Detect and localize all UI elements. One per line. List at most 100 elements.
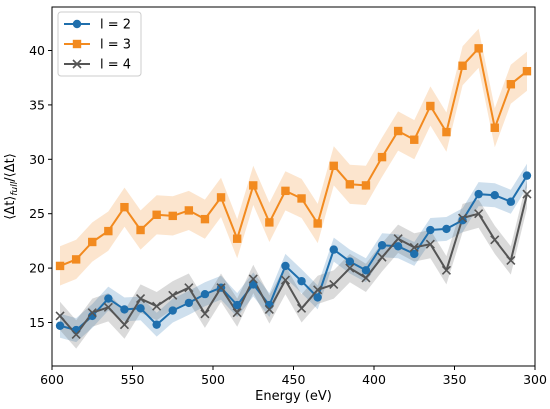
data-point xyxy=(265,218,274,227)
y-axis-label-sub: full xyxy=(10,181,20,195)
data-point xyxy=(216,283,226,293)
data-point xyxy=(490,235,500,245)
data-point xyxy=(120,305,129,314)
data-point xyxy=(232,234,242,243)
data-point xyxy=(506,80,516,89)
data-point xyxy=(184,283,194,293)
data-point xyxy=(104,226,113,236)
data-point xyxy=(522,189,532,199)
data-point xyxy=(55,311,65,321)
x-tick-label: 400 xyxy=(362,372,386,387)
data-point xyxy=(152,301,162,311)
data-point xyxy=(232,300,242,310)
data-point xyxy=(410,249,419,259)
data-point xyxy=(168,306,177,315)
data-point xyxy=(103,302,113,312)
series-markers-1 xyxy=(55,171,532,335)
data-point xyxy=(88,237,97,247)
data-point xyxy=(265,300,274,310)
series-markers xyxy=(55,44,532,340)
data-point xyxy=(441,265,452,275)
data-point xyxy=(457,213,468,223)
data-point xyxy=(249,181,258,190)
data-point xyxy=(249,280,258,289)
data-point xyxy=(152,210,161,219)
legend-item: l = 4 xyxy=(64,58,131,73)
data-point xyxy=(136,304,145,313)
data-point xyxy=(361,273,371,283)
data-point xyxy=(458,61,467,70)
data-point xyxy=(377,252,387,262)
y-tick-label: 25 xyxy=(29,206,45,221)
legend-label: l = 4 xyxy=(100,58,131,73)
data-point xyxy=(393,242,403,251)
data-point xyxy=(490,191,499,200)
data-point xyxy=(71,325,81,335)
data-point xyxy=(425,239,435,249)
data-point xyxy=(280,275,291,285)
y-axis-ticks: 15 20 25 30 35 40 xyxy=(29,43,52,330)
data-point xyxy=(281,261,290,271)
data-point xyxy=(377,152,387,162)
data-point xyxy=(296,303,307,313)
data-point xyxy=(184,206,194,215)
y-axis-label-tail: /⟨Δt⟩ xyxy=(3,153,18,182)
data-point xyxy=(361,266,371,275)
y-tick-label: 15 xyxy=(29,315,45,330)
y-axis-label-main: ⟨Δt⟩ xyxy=(3,196,18,220)
data-point xyxy=(442,127,451,137)
data-point xyxy=(71,255,81,264)
legend-label: l = 3 xyxy=(100,38,131,53)
x-axis-label: Energy (eV) xyxy=(255,389,332,404)
data-point xyxy=(168,290,178,300)
data-point xyxy=(458,216,467,225)
data-point xyxy=(216,193,226,202)
x-tick-label: 300 xyxy=(523,372,547,387)
data-point xyxy=(490,123,499,132)
error-band-1 xyxy=(60,163,527,343)
data-point xyxy=(232,308,242,318)
error-band-2 xyxy=(60,28,527,286)
data-point xyxy=(410,135,419,144)
data-point xyxy=(72,39,82,49)
data-point xyxy=(329,279,339,289)
data-point xyxy=(297,194,306,203)
x-tick-label: 450 xyxy=(282,372,306,387)
data-point xyxy=(329,245,338,254)
data-point xyxy=(281,186,290,196)
x-tick-label: 550 xyxy=(121,372,145,387)
data-point xyxy=(71,329,81,340)
x-tick-label: 350 xyxy=(443,372,467,387)
data-point xyxy=(474,44,483,53)
data-point xyxy=(87,308,97,318)
legend-item: l = 2 xyxy=(64,18,131,33)
data-point xyxy=(474,209,484,219)
y-tick-label: 40 xyxy=(29,43,45,58)
data-point xyxy=(200,290,210,299)
error-bands xyxy=(60,28,527,349)
data-point xyxy=(522,66,532,76)
data-point xyxy=(248,274,258,284)
data-point xyxy=(329,161,338,171)
data-point xyxy=(361,181,371,190)
data-point xyxy=(313,285,323,295)
data-point xyxy=(120,202,129,212)
data-point xyxy=(345,263,355,273)
y-tick-label: 30 xyxy=(29,152,45,167)
y-axis-label: ⟨Δt⟩full/⟨Δt⟩ xyxy=(3,153,20,220)
data-point xyxy=(297,276,306,286)
data-point xyxy=(522,171,532,180)
data-point xyxy=(474,189,483,199)
data-point xyxy=(135,293,146,304)
data-point xyxy=(152,320,161,329)
y-tick-label: 35 xyxy=(29,97,45,112)
data-point xyxy=(136,225,145,235)
data-point xyxy=(104,294,113,303)
legend-item: l = 3 xyxy=(64,38,131,53)
x-tick-label: 500 xyxy=(201,372,225,387)
data-point xyxy=(393,234,403,244)
x-tick-label: 600 xyxy=(40,372,64,387)
data-point xyxy=(184,298,194,308)
data-point xyxy=(72,19,82,29)
